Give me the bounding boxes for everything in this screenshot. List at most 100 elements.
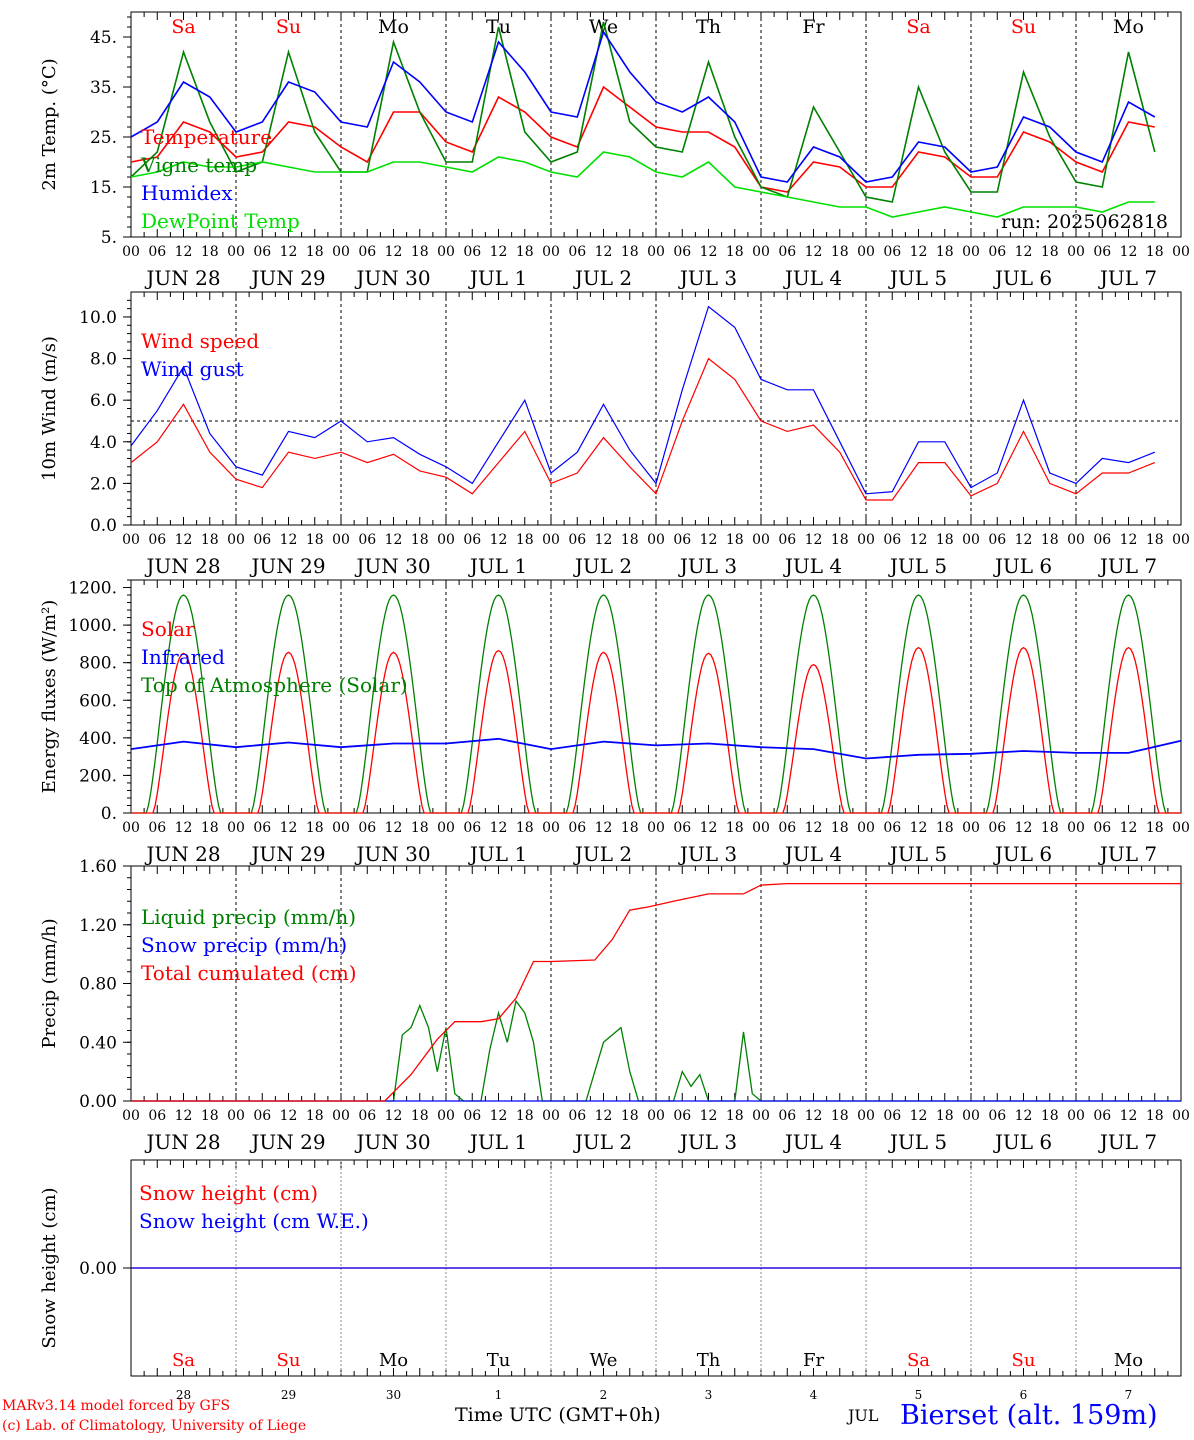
- hour-label: 18: [726, 1108, 744, 1124]
- y-tick-label: 200.: [79, 766, 117, 786]
- hour-label: 06: [568, 532, 586, 548]
- hour-label: 06: [253, 1108, 271, 1124]
- y-tick-label: 15.: [90, 178, 117, 198]
- hour-label: 18: [1041, 820, 1059, 836]
- date-label: JUN 29: [249, 842, 325, 866]
- date-label: JUL 2: [573, 266, 632, 290]
- hour-label: 00: [1172, 244, 1190, 260]
- day-name-bottom: Th: [697, 1350, 721, 1371]
- y-tick-label: 0.40: [79, 1033, 117, 1053]
- day-name-bottom: Mo: [1114, 1350, 1143, 1371]
- y-tick-label: 0.00: [79, 1259, 117, 1279]
- hour-label: 18: [621, 244, 639, 260]
- hour-label: 06: [883, 820, 901, 836]
- hour-label: 18: [516, 532, 534, 548]
- hour-label: 06: [463, 820, 481, 836]
- hour-label: 18: [726, 244, 744, 260]
- hour-label: 06: [673, 820, 691, 836]
- hour-label: 18: [201, 1108, 219, 1124]
- hour-label: 12: [175, 532, 193, 548]
- hour-label: 18: [831, 1108, 849, 1124]
- hour-label: 00: [1067, 1108, 1085, 1124]
- hour-label: 18: [306, 1108, 324, 1124]
- hour-label: 06: [1093, 244, 1111, 260]
- hour-label: 00: [962, 1108, 980, 1124]
- hour-label: 00: [647, 532, 665, 548]
- day-name-top: Mo: [1113, 16, 1144, 38]
- day-name-bottom: Sa: [172, 1350, 195, 1371]
- hour-label: 06: [568, 820, 586, 836]
- day-number-bottom: 5: [915, 1388, 923, 1402]
- hour-label: 18: [831, 532, 849, 548]
- hour-label: 00: [857, 532, 875, 548]
- hour-label: 00: [857, 820, 875, 836]
- hour-label: 06: [673, 244, 691, 260]
- hour-label: 06: [358, 1108, 376, 1124]
- hour-label: 06: [148, 820, 166, 836]
- hour-label: 12: [595, 532, 613, 548]
- hour-label: 00: [647, 820, 665, 836]
- hour-label: 18: [936, 1108, 954, 1124]
- hour-label: 12: [280, 532, 298, 548]
- hour-label: 12: [1015, 820, 1033, 836]
- hour-label: 12: [910, 532, 928, 548]
- temp-series-line: [130, 30, 1156, 183]
- hour-label: 18: [411, 244, 429, 260]
- hour-label: 00: [542, 532, 560, 548]
- y-tick-label: 600.: [79, 691, 117, 711]
- legend-entry: Total cumulated (cm): [141, 961, 357, 985]
- hour-label: 06: [883, 532, 901, 548]
- hour-label: 18: [1146, 532, 1164, 548]
- date-label: JUL 1: [468, 1130, 527, 1154]
- date-label: JUL 4: [783, 266, 842, 290]
- hour-label: 12: [490, 820, 508, 836]
- date-label: JUL 5: [888, 842, 947, 866]
- date-label: JUL 7: [1098, 842, 1157, 866]
- hour-label: 06: [253, 532, 271, 548]
- legend-entry: DewPoint Temp: [141, 209, 300, 233]
- y-axis-label: 2m Temp. (°C): [39, 58, 60, 190]
- solar-line: [131, 646, 1181, 814]
- hour-label: 00: [1067, 820, 1085, 836]
- hour-label: 18: [1146, 820, 1164, 836]
- hour-label: 00: [1172, 820, 1190, 836]
- hour-label: 06: [778, 244, 796, 260]
- hour-label: 00: [437, 1108, 455, 1124]
- hour-label: 06: [778, 532, 796, 548]
- date-label: JUL 6: [993, 554, 1052, 578]
- hour-label: 12: [1015, 1108, 1033, 1124]
- hour-label: 06: [778, 820, 796, 836]
- hour-label: 06: [673, 532, 691, 548]
- hour-label: 12: [1120, 244, 1138, 260]
- hour-label: 12: [1120, 1108, 1138, 1124]
- wind-series-line: [130, 357, 1156, 501]
- day-name-top: Fr: [802, 16, 825, 38]
- hour-label: 00: [227, 1108, 245, 1124]
- hour-label: 12: [805, 820, 823, 836]
- hour-label: 18: [516, 1108, 534, 1124]
- hour-label: 18: [936, 532, 954, 548]
- hour-label: 12: [385, 244, 403, 260]
- hour-label: 18: [726, 532, 744, 548]
- legend-entry: Vigne temp: [140, 153, 257, 177]
- date-label: JUN 28: [144, 266, 220, 290]
- day-number-bottom: 29: [281, 1388, 296, 1402]
- date-label: JUL 4: [783, 1130, 842, 1154]
- hour-label: 18: [936, 820, 954, 836]
- y-tick-label: 1000.: [68, 616, 117, 636]
- y-tick-label: 2.0: [90, 474, 117, 494]
- hour-label: 00: [647, 244, 665, 260]
- hour-label: 12: [175, 244, 193, 260]
- hour-label: 18: [201, 532, 219, 548]
- y-tick-label: 8.0: [90, 350, 117, 370]
- day-name-top: Th: [696, 16, 721, 38]
- hour-label: 00: [1067, 244, 1085, 260]
- date-label: JUL 5: [888, 554, 947, 578]
- hour-label: 12: [700, 532, 718, 548]
- day-name-bottom: Su: [1012, 1350, 1036, 1371]
- hour-label: 00: [857, 244, 875, 260]
- hour-label: 18: [831, 244, 849, 260]
- legend-entry: Humidex: [141, 181, 233, 205]
- y-axis-label: 10m Wind (m/s): [39, 336, 60, 481]
